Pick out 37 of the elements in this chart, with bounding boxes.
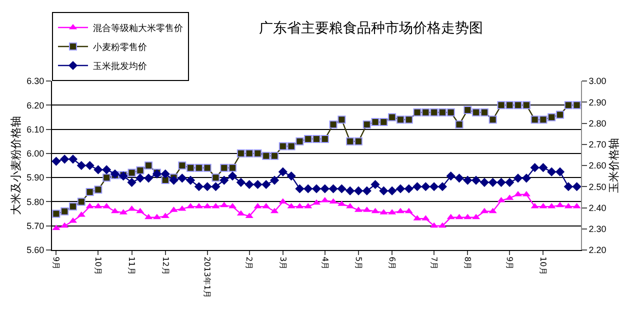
y-tick-label: 6.10 [26, 124, 44, 134]
legend-label: 玉米批发均价 [93, 61, 147, 72]
x-tick-label: 2月 [244, 256, 254, 270]
x-tick-label: 7月 [429, 256, 438, 270]
x-tick-label: 8月 [463, 256, 472, 270]
y-tick-label: 6.30 [26, 76, 44, 86]
y-tick-label: 5.90 [26, 172, 44, 183]
legend-label: 混合等级籼大米零售价 [93, 23, 183, 34]
y-tick-label: 5.60 [26, 245, 44, 256]
x-tick-label: 10月 [538, 256, 548, 275]
y-tick-label: 5.80 [26, 196, 44, 207]
x-tick-label: 4月 [320, 256, 330, 270]
y2-tick-label: 2.60 [588, 160, 606, 171]
y-tick-label: 6.20 [26, 100, 44, 110]
y2-tick-label: 3.00 [588, 76, 606, 86]
chart-title: 广东省主要粮食品种市场价格走势图 [259, 20, 484, 36]
y2-axis-title: 玉米价格轴 [608, 138, 621, 193]
y2-tick-label: 2.30 [588, 224, 606, 234]
x-tick-label: 10月 [94, 256, 103, 275]
y2-tick-label: 2.80 [588, 118, 606, 128]
x-tick-label: 9月 [52, 256, 61, 270]
x-tick-label: 11月 [127, 256, 136, 275]
y2-tick-label: 2.40 [588, 202, 606, 213]
x-tick-label: 9月 [505, 256, 514, 270]
y-axis-title: 大米及小麦粉价格轴 [9, 116, 22, 215]
x-tick-label: 6月 [387, 256, 396, 270]
y2-tick-label: 2.50 [588, 182, 606, 192]
x-tick-label: 5月 [354, 256, 363, 270]
y2-tick-label: 2.70 [588, 140, 606, 150]
x-tick-label: 2013年1月 [202, 256, 212, 298]
x-tick-label: 12月 [160, 256, 170, 275]
legend-label: 小麦粉零售价 [93, 42, 147, 54]
y2-tick-label: 2.90 [588, 97, 606, 108]
y-tick-label: 6.00 [26, 148, 44, 159]
y-tick-label: 5.70 [26, 221, 44, 232]
x-tick-label: 3月 [278, 256, 288, 270]
y2-tick-label: 2.20 [588, 245, 606, 256]
